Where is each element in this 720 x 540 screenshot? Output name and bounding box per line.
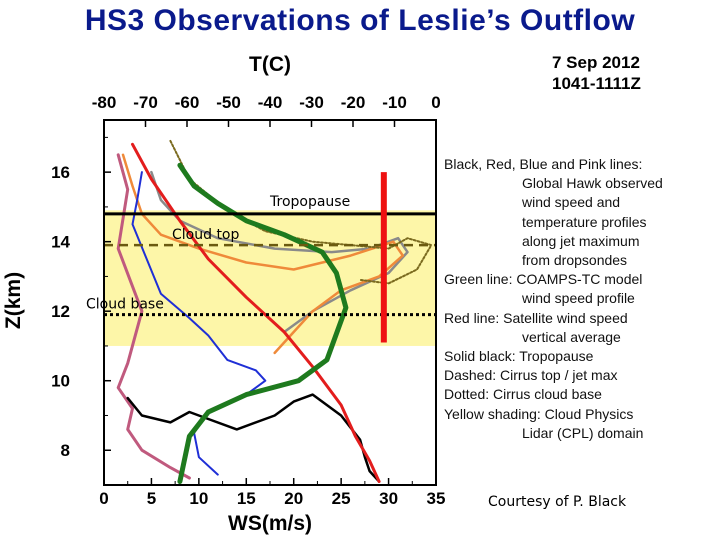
y-tick-label: 12 [51,302,70,321]
x-tick-label: 35 [427,489,446,508]
x-tick-label: 0 [99,489,108,508]
legend-row: along jet maximum [522,232,640,249]
legend-row: from dropsondes [522,252,628,269]
x-tick-label: 10 [189,489,208,508]
legend-row: vertical average [522,328,621,345]
series-pink-line [116,153,191,480]
y-tick-label: 10 [51,372,70,391]
y-tick-label: 14 [51,233,70,252]
legend-row: Red line: Satellite wind speed [444,309,628,326]
x-tick-label: 15 [237,489,256,508]
top-tick-label: -20 [341,93,366,112]
top-tick-label: 0 [431,93,440,112]
date-stamp: 7 Sep 2012 1041-1111Z [552,52,641,94]
legend-row: Lidar (CPL) domain [522,424,644,441]
x-axis-title: WS(m/s) [228,512,312,535]
top-tick-label: -50 [216,93,241,112]
legend-row: Solid black: Tropopause [444,348,594,365]
series-black-line [126,393,381,483]
x-tick-label: 20 [284,489,303,508]
time-range: 1041-1111Z [552,74,641,93]
legend-row: Dotted: Cirrus cloud base [444,386,602,403]
cloud-top-label: Cloud top [172,227,239,243]
y-tick-label: 8 [61,441,70,460]
top-tick-label: -70 [133,93,158,112]
date-line: 7 Sep 2012 [552,53,640,72]
top-tick-label: -40 [258,93,283,112]
page-title: HS3 Observations of Leslie’s Outflow [84,4,636,37]
legend-row: wind speed profile [522,290,635,307]
x-tick-label: 30 [379,489,398,508]
y-tick-label: 16 [51,163,70,182]
chart-legend: Black, Red, Blue and Pink lines: Global H… [444,155,720,443]
top-tick-label: -10 [382,93,407,112]
legend-row: wind speed and [522,194,621,211]
courtesy-credit: Courtesy of P. Black [488,494,627,510]
legend-row: Green line: COAMPS-TC model [444,271,643,288]
legend-row: Dashed: Cirrus top / jet max [444,367,618,384]
x-tick-label: 25 [332,489,351,508]
top-axis-title: T(C) [249,53,291,76]
legend-row: Black, Red, Blue and Pink lines: [444,156,643,172]
series-orange-line [121,153,405,355]
series-red-line [131,142,381,483]
top-tick-label: -60 [175,93,200,112]
legend-row: Yellow shading: Cloud Physics [444,405,634,422]
top-tick-label: -30 [299,93,324,112]
legend-row: temperature profiles [522,213,647,230]
x-tick-label: 5 [147,489,156,508]
cloud-base-label: Cloud base [86,297,164,313]
legend-row: Global Hawk observed [522,175,663,192]
y-axis-title: Z(km) [2,272,25,329]
series-coamps-tc-line [177,162,349,484]
tropopause-label: Tropopause [269,194,350,210]
top-tick-label: -80 [92,93,117,112]
